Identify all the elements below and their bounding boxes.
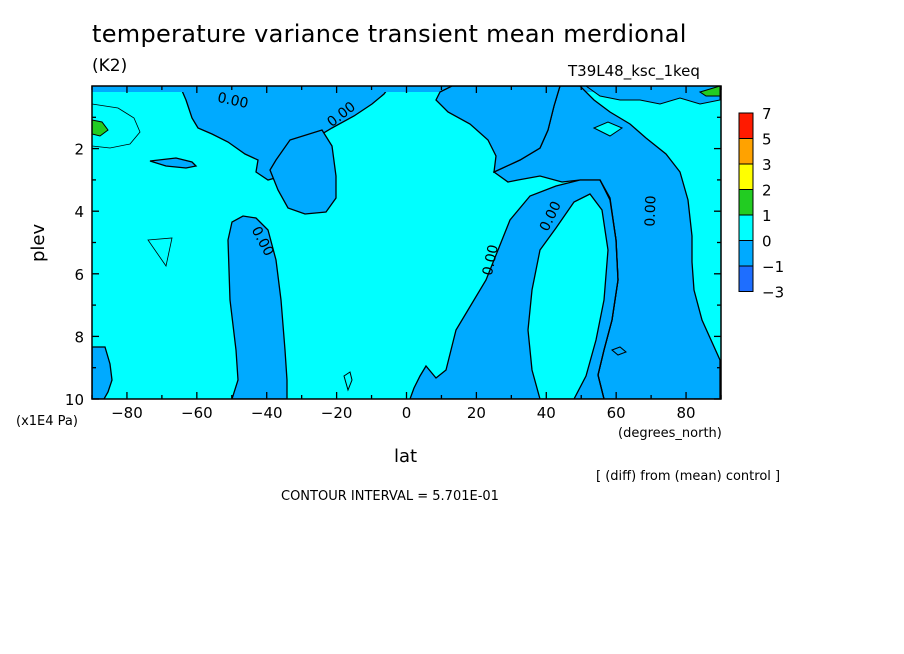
svg-text:0.00: 0.00 [216, 90, 250, 112]
chart-title: temperature variance transient mean merd… [92, 20, 687, 48]
colorbar-swatch [738, 112, 754, 139]
colorbar-label: −1 [762, 258, 784, 276]
region-green-ne [698, 86, 721, 97]
region-cyan-inner-east [527, 193, 609, 399]
y-tick-label: 8 [74, 328, 84, 346]
colorbar-swatch [738, 214, 754, 241]
x-tick-label: −40 [251, 404, 283, 422]
colorbar-label: 0 [762, 233, 772, 251]
axis-ticks [91, 86, 722, 400]
contour-label: 0.00 [216, 90, 250, 112]
colorbar-label: 1 [762, 207, 772, 225]
svg-text:0.00: 0.00 [642, 195, 659, 227]
contour-line-spike [343, 371, 353, 392]
x-tick-labels: −80 −60 −40 −20 0 20 40 60 80 [111, 404, 695, 422]
contour-label: 0.00 [480, 243, 502, 277]
x-tick-label: −60 [181, 404, 213, 422]
y-tick-label: 2 [74, 141, 84, 159]
region-blue-south-mid [227, 215, 288, 399]
colorbar-swatch [738, 163, 754, 190]
contour-interval: CONTOUR INTERVAL = 5.701E-01 [281, 489, 499, 504]
svg-text:0.00: 0.00 [480, 243, 502, 277]
y-axis-label: plev [28, 223, 49, 262]
region-blue-top-left [179, 86, 391, 181]
x-tick-label: −20 [321, 404, 353, 422]
region-blue-mid-left [269, 129, 337, 215]
run-label: T39L48_ksc_1keq [568, 62, 700, 80]
colorbar-label: 7 [762, 105, 772, 123]
y-tick-label: 6 [74, 266, 84, 284]
region-blue-small-e [611, 346, 627, 356]
region-cyan-ne-pocket [592, 121, 624, 137]
colorbar-label: 2 [762, 182, 772, 200]
diff-footnote: [ (diff) from (mean) control ] [596, 469, 781, 484]
x-tick-label: 20 [467, 404, 486, 422]
region-blue-lower-left [92, 346, 113, 399]
colorbar: 7 5 3 2 1 0 −1 −3 [738, 105, 784, 302]
chart-units: (K2) [92, 56, 128, 76]
region-blue-wedge-left [149, 157, 198, 169]
x-axis-label: lat [394, 446, 418, 467]
contour-line-west [92, 103, 141, 149]
region-green-west [92, 119, 109, 137]
colorbar-swatch [738, 138, 754, 165]
x-tick-label: 0 [402, 404, 412, 422]
colorbar-label: −3 [762, 284, 784, 302]
region-blue-center-right [435, 86, 561, 174]
colorbar-swatch [738, 189, 754, 216]
colorbar-label: 3 [762, 156, 772, 174]
colorbar-label: 5 [762, 131, 772, 149]
contour-line-triangle [147, 237, 173, 267]
x-tick-label: −80 [111, 404, 143, 422]
contour-line-east-vertical [597, 179, 619, 399]
x-tick-label: 80 [677, 404, 696, 422]
y-tick-label: 10 [65, 391, 84, 409]
colorbar-swatch [738, 265, 754, 292]
y-tick-label: 4 [74, 203, 84, 221]
x-tick-label: 40 [537, 404, 556, 422]
y-axis-units: (x1E4 Pa) [16, 414, 78, 429]
x-tick-label: 60 [607, 404, 626, 422]
contour-label: 0.00 [642, 195, 659, 227]
x-axis-units: (degrees_north) [618, 426, 722, 441]
colorbar-swatch [738, 240, 754, 267]
contour-fill [92, 86, 721, 399]
y-tick-labels: 2 4 6 8 10 [65, 141, 84, 409]
